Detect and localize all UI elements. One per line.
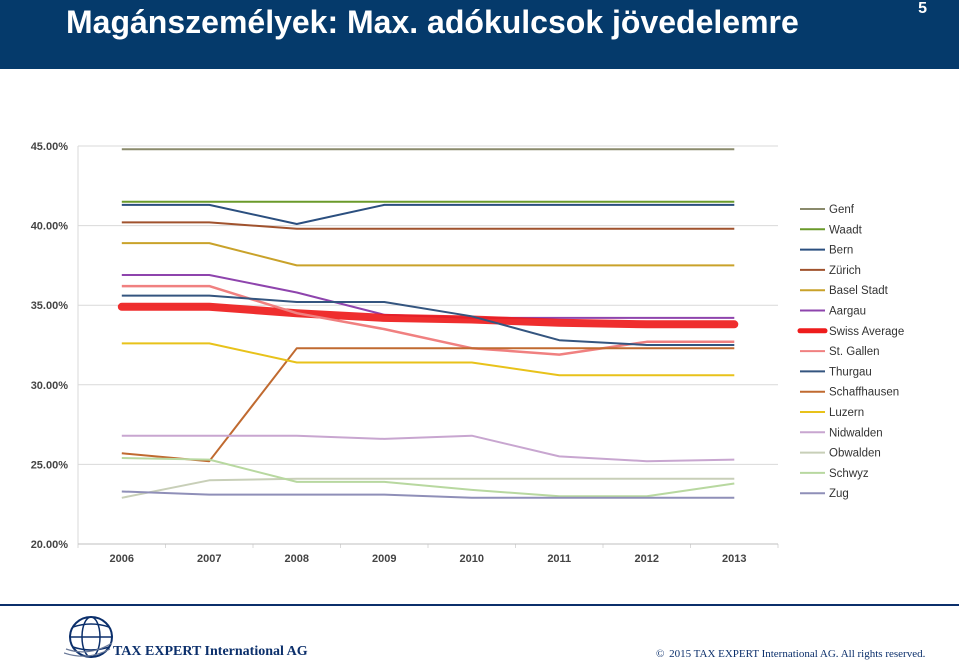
copyright-notice: © 2015 TAX EXPERT International AG. All … [656,648,925,660]
x-tick-label: 2011 [547,553,571,565]
y-tick-label: 45.00% [31,141,69,153]
series-line-nidwalden [121,434,735,463]
tax-rate-line-chart: 20.00% 25.00% 30.00% 35.00% 40.00% 45.00% 2006… [31,141,905,565]
x-tick-label: 2010 [460,553,484,565]
globe-logo-icon [64,616,113,658]
page-number: 5 [918,0,927,17]
x-tick-label: 2009 [372,553,396,565]
legend-label-basel-stadt: Basel Stadt [829,285,889,297]
legend-label-zug: Zug [829,488,849,500]
series-line-basel-stadt [121,242,735,267]
legend-label-waadt: Waadt [829,224,863,236]
legend-label-st-gallen: St. Gallen [829,346,880,358]
legend-label-genf: Genf [829,204,855,216]
series-line-swiss-average [117,302,739,329]
series-line-zug [121,490,735,499]
copyright-text: 2015 TAX EXPERT International AG. All ri… [669,648,926,660]
series-line-bern [121,203,735,225]
series-line-schaffhausen [121,347,735,463]
x-tick-label: 2013 [722,553,746,565]
x-tick-label: 2006 [110,553,134,565]
copyright-icon: © [656,648,665,660]
legend-label-nidwalden: Nidwalden [829,427,883,439]
legend-label-schaffhausen: Schaffhausen [829,387,899,399]
legend-label-luzern: Luzern [829,407,864,419]
legend-label-bern: Bern [829,245,853,257]
company-name: TAX EXPERT International AG [113,644,308,659]
legend-label-obwalden: Obwalden [829,448,881,460]
legend-label-thurgau: Thurgau [829,366,872,378]
series-line-luzern [121,342,735,377]
legend-label-z-rich: Zürich [829,265,861,277]
x-tick-label: 2008 [285,553,309,565]
x-tick-label: 2007 [197,553,221,565]
series-line-schwyz [121,457,735,498]
series-line-obwalden [121,477,735,499]
slide-title: Magánszemélyek: Max. adókulcsok jövedele… [66,4,799,40]
legend-label-swiss-average: Swiss Average [829,326,904,338]
y-tick-label: 20.00% [31,539,69,551]
y-tick-label: 25.00% [31,459,69,471]
y-tick-label: 40.00% [31,221,69,233]
series-line-z-rich [121,221,735,230]
footer-divider [0,604,959,606]
legend-label-schwyz: Schwyz [829,468,869,480]
x-tick-label: 2012 [635,553,659,565]
y-tick-label: 30.00% [31,380,69,392]
legend-label-aargau: Aargau [829,306,866,318]
y-tick-label: 35.00% [31,300,69,312]
slide-header: Magánszemélyek: Max. adókulcsok jövedele… [0,0,959,69]
series-line-thurgau [121,294,735,346]
